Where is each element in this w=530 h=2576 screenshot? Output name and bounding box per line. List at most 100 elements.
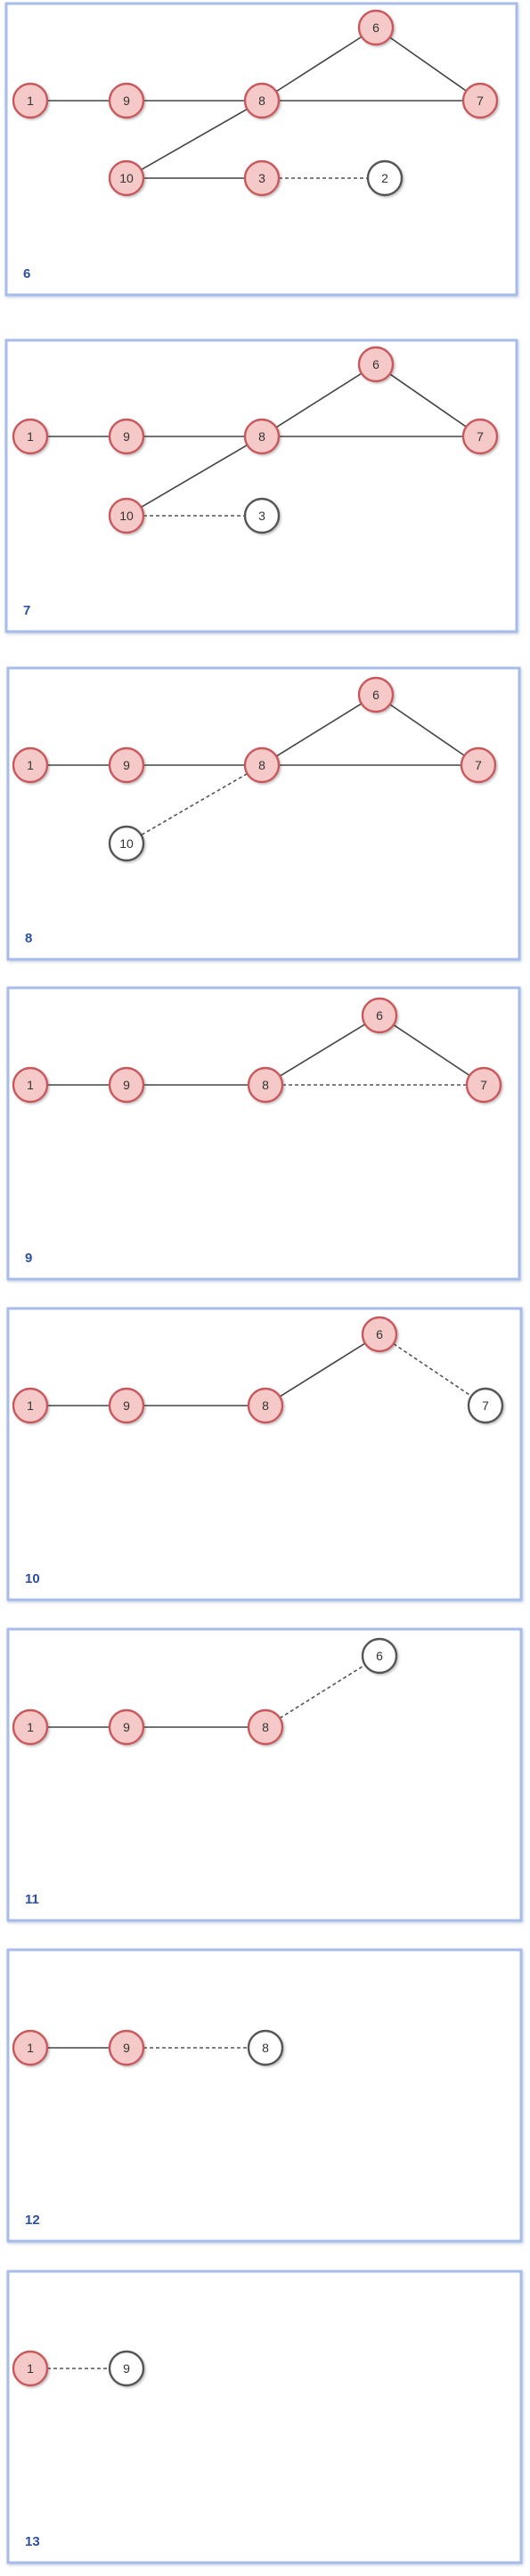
node-1: 1 — [13, 420, 47, 453]
node-9: 9 — [110, 420, 143, 453]
panel-step-9: 1 9 8 6 7 9 — [8, 988, 519, 1279]
node-label: 6 — [376, 1008, 383, 1023]
node-label: 8 — [258, 758, 265, 772]
node-label: 6 — [376, 1327, 383, 1341]
node-6: 6 — [363, 999, 396, 1032]
node-1: 1 — [13, 1389, 47, 1423]
node-1: 1 — [13, 2031, 47, 2065]
node-7: 7 — [469, 1389, 502, 1423]
node-1: 1 — [13, 1710, 47, 1744]
node-label: 9 — [123, 758, 130, 772]
node-10: 10 — [110, 499, 143, 533]
step-label: 12 — [25, 2213, 40, 2228]
node-label: 7 — [475, 758, 482, 772]
node-1: 1 — [13, 1068, 47, 1102]
node-label: 8 — [262, 1398, 269, 1413]
node-label: 10 — [119, 836, 134, 851]
node-label: 9 — [123, 1398, 130, 1413]
node-label: 1 — [27, 429, 34, 444]
panel-frame — [6, 4, 517, 295]
panel-frame — [6, 340, 517, 632]
node-label: 8 — [262, 2041, 269, 2055]
node-label: 6 — [372, 357, 379, 371]
node-1: 1 — [13, 2352, 47, 2385]
node-label: 8 — [262, 1078, 269, 1092]
node-10: 10 — [110, 161, 143, 195]
node-9: 9 — [110, 2352, 143, 2385]
step-label: 11 — [25, 1892, 39, 1907]
node-6: 6 — [359, 678, 393, 712]
node-label: 9 — [123, 94, 130, 108]
node-label: 9 — [123, 2361, 130, 2376]
node-label: 3 — [258, 509, 265, 523]
node-8: 8 — [245, 748, 279, 782]
node-label: 10 — [119, 509, 134, 523]
node-label: 1 — [27, 1398, 34, 1413]
node-label: 9 — [123, 1078, 130, 1092]
node-label: 7 — [477, 94, 484, 108]
panel-frame — [8, 1308, 521, 1600]
step-label: 13 — [25, 2534, 40, 2549]
node-label: 9 — [123, 2041, 130, 2055]
node-8: 8 — [245, 84, 279, 118]
node-9: 9 — [110, 2031, 143, 2065]
node-label: 7 — [482, 1398, 489, 1413]
node-3: 3 — [245, 499, 279, 533]
panel-step-6: 1 9 8 6 7 10 3 2 6 — [6, 4, 517, 295]
node-label: 7 — [480, 1078, 487, 1092]
node-10: 10 — [110, 827, 143, 860]
node-2: 2 — [368, 161, 402, 195]
panel-frame — [8, 988, 519, 1279]
node-label: 8 — [262, 1720, 269, 1734]
node-8: 8 — [249, 2031, 282, 2065]
node-label: 6 — [372, 688, 379, 702]
step-label: 6 — [23, 266, 30, 281]
panel-step-13: 1 913 — [8, 2271, 521, 2563]
node-1: 1 — [13, 748, 47, 782]
node-label: 1 — [27, 1078, 34, 1092]
node-label: 8 — [258, 429, 265, 444]
panel-step-10: 1 9 8 6 7 10 — [8, 1308, 521, 1600]
node-label: 1 — [27, 94, 34, 108]
node-7: 7 — [463, 84, 497, 118]
panel-step-8: 1 9 8 6 7 10 8 — [8, 668, 519, 959]
node-label: 7 — [477, 429, 484, 444]
node-label: 1 — [27, 2041, 34, 2055]
node-9: 9 — [110, 1389, 143, 1423]
node-1: 1 — [13, 84, 47, 118]
node-7: 7 — [461, 748, 495, 782]
panel-frame — [8, 668, 519, 959]
panel-step-12: 1 9 8 12 — [8, 1950, 521, 2241]
panel-frame — [8, 1629, 521, 1920]
step-label: 8 — [25, 931, 32, 946]
node-8: 8 — [249, 1389, 282, 1423]
node-9: 9 — [110, 748, 143, 782]
node-9: 9 — [110, 1710, 143, 1744]
node-9: 9 — [110, 84, 143, 118]
node-8: 8 — [249, 1068, 282, 1102]
node-6: 6 — [363, 1639, 396, 1673]
node-label: 8 — [258, 94, 265, 108]
panel-frame — [8, 1950, 521, 2241]
node-7: 7 — [463, 420, 497, 453]
node-6: 6 — [363, 1317, 396, 1351]
panel-step-7: 1 9 8 6 7 10 3 7 — [6, 340, 517, 632]
node-label: 1 — [27, 758, 34, 772]
node-8: 8 — [249, 1710, 282, 1744]
node-label: 3 — [258, 171, 265, 185]
panel-step-11: 1 9 8 6 11 — [8, 1629, 521, 1920]
node-label: 9 — [123, 1720, 130, 1734]
node-label: 1 — [27, 1720, 34, 1734]
step-label: 9 — [25, 1251, 32, 1266]
node-6: 6 — [359, 11, 393, 45]
node-label: 6 — [372, 20, 379, 35]
node-9: 9 — [110, 1068, 143, 1102]
node-label: 9 — [123, 429, 130, 444]
node-label: 10 — [119, 171, 134, 185]
node-3: 3 — [245, 161, 279, 195]
node-7: 7 — [467, 1068, 501, 1102]
step-label: 10 — [25, 1571, 40, 1586]
node-6: 6 — [359, 347, 393, 381]
